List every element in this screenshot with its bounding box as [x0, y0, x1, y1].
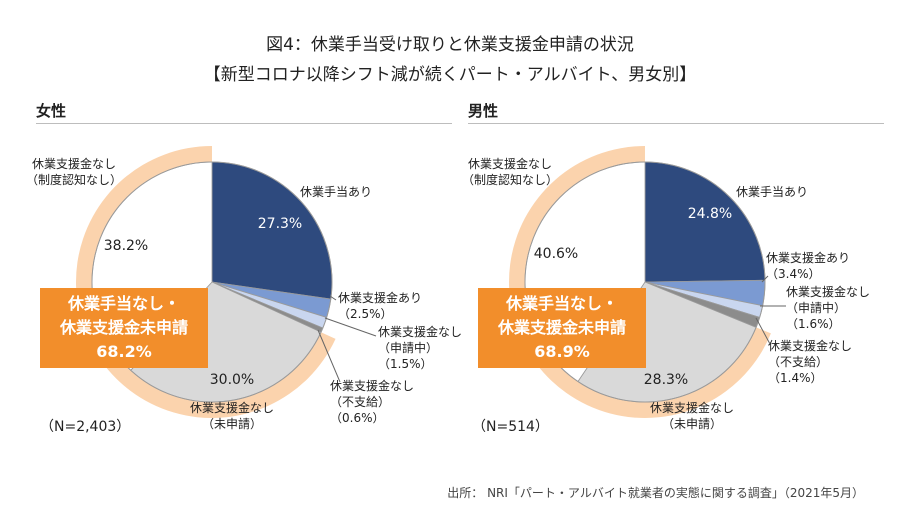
male-panel-rule — [468, 123, 884, 124]
pie-1-slice-0 — [644, 161, 766, 283]
female-callout-value: 68.2% — [96, 342, 152, 361]
pie-1-value-4: 28.3% — [644, 372, 688, 388]
chart-title: 図4：休業手当受け取りと休業支援金申請の状況 — [266, 35, 634, 55]
pie-0-leader-3 — [317, 329, 341, 383]
pie-0-label-5: 休業支援金なし（制度認知なし） — [26, 156, 122, 187]
pie-1-label-2: 休業支援金なし（申請中）（1.6%） — [786, 284, 870, 331]
pie-0-leader-2 — [324, 317, 377, 337]
pie-0-label-4: 休業支援金なし（未申請） — [190, 400, 274, 431]
pie-1-value-5: 40.6% — [534, 246, 578, 262]
pie-1-leader-3 — [755, 317, 771, 345]
male-panel-title: 男性 — [468, 102, 499, 120]
male-callout: 休業手当なし・ 休業支援金未申請 68.9% — [478, 288, 646, 368]
male-callout-line1: 休業手当なし・ — [505, 294, 618, 313]
male-callout-line2: 休業支援金未申請 — [497, 318, 626, 337]
pie-0-label-0: 休業手当あり — [300, 185, 372, 199]
pie-1-label-1: 休業支援金あり（3.4%） — [766, 250, 850, 281]
male-callout-value: 68.9% — [534, 342, 590, 361]
pie-0-label-1: 休業支援金あり（2.5%） — [338, 290, 422, 321]
pie-1-label-5: 休業支援金なし（制度認知なし） — [462, 156, 558, 187]
pie-1-outline — [524, 161, 766, 403]
pie-0-label-2: 休業支援金なし（申請中）（1.5%） — [378, 324, 462, 371]
male-sample-size: （N=514） — [472, 419, 549, 435]
pie-1-label-3: 休業支援金なし（不支給）（1.4%） — [768, 338, 852, 385]
female-callout-line2: 休業支援金未申請 — [59, 318, 188, 337]
female-callout: 休業手当なし・ 休業支援金未申請 68.2% — [40, 288, 208, 368]
pie-0-value-5: 38.2% — [104, 238, 148, 254]
pie-1-label-0: 休業手当あり — [736, 185, 808, 199]
pie-1-value-0: 24.8% — [688, 206, 732, 222]
pie-0-value-4: 30.0% — [210, 372, 254, 388]
female-callout-line1: 休業手当なし・ — [67, 294, 180, 313]
female-sample-size: （N=2,403） — [40, 419, 131, 435]
pie-0-outline — [91, 161, 333, 403]
source-note: 出所： NRI「パート・アルバイト就業者の実態に関する調査」（2021年5月） — [447, 486, 864, 500]
pie-0-leader-1 — [329, 295, 337, 301]
pie-1-label-4: 休業支援金なし（未申請） — [650, 400, 734, 431]
female-panel-rule — [36, 123, 452, 124]
female-panel-title: 女性 — [36, 102, 67, 120]
pie-1-leader-1 — [761, 275, 769, 283]
pie-0-label-3: 休業支援金なし（不支給）（0.6%） — [330, 378, 414, 425]
chart-subtitle: 【新型コロナ以降シフト減が続くパート・アルバイト、男女別】 — [203, 65, 697, 85]
pie-0-value-0: 27.3% — [258, 216, 302, 232]
